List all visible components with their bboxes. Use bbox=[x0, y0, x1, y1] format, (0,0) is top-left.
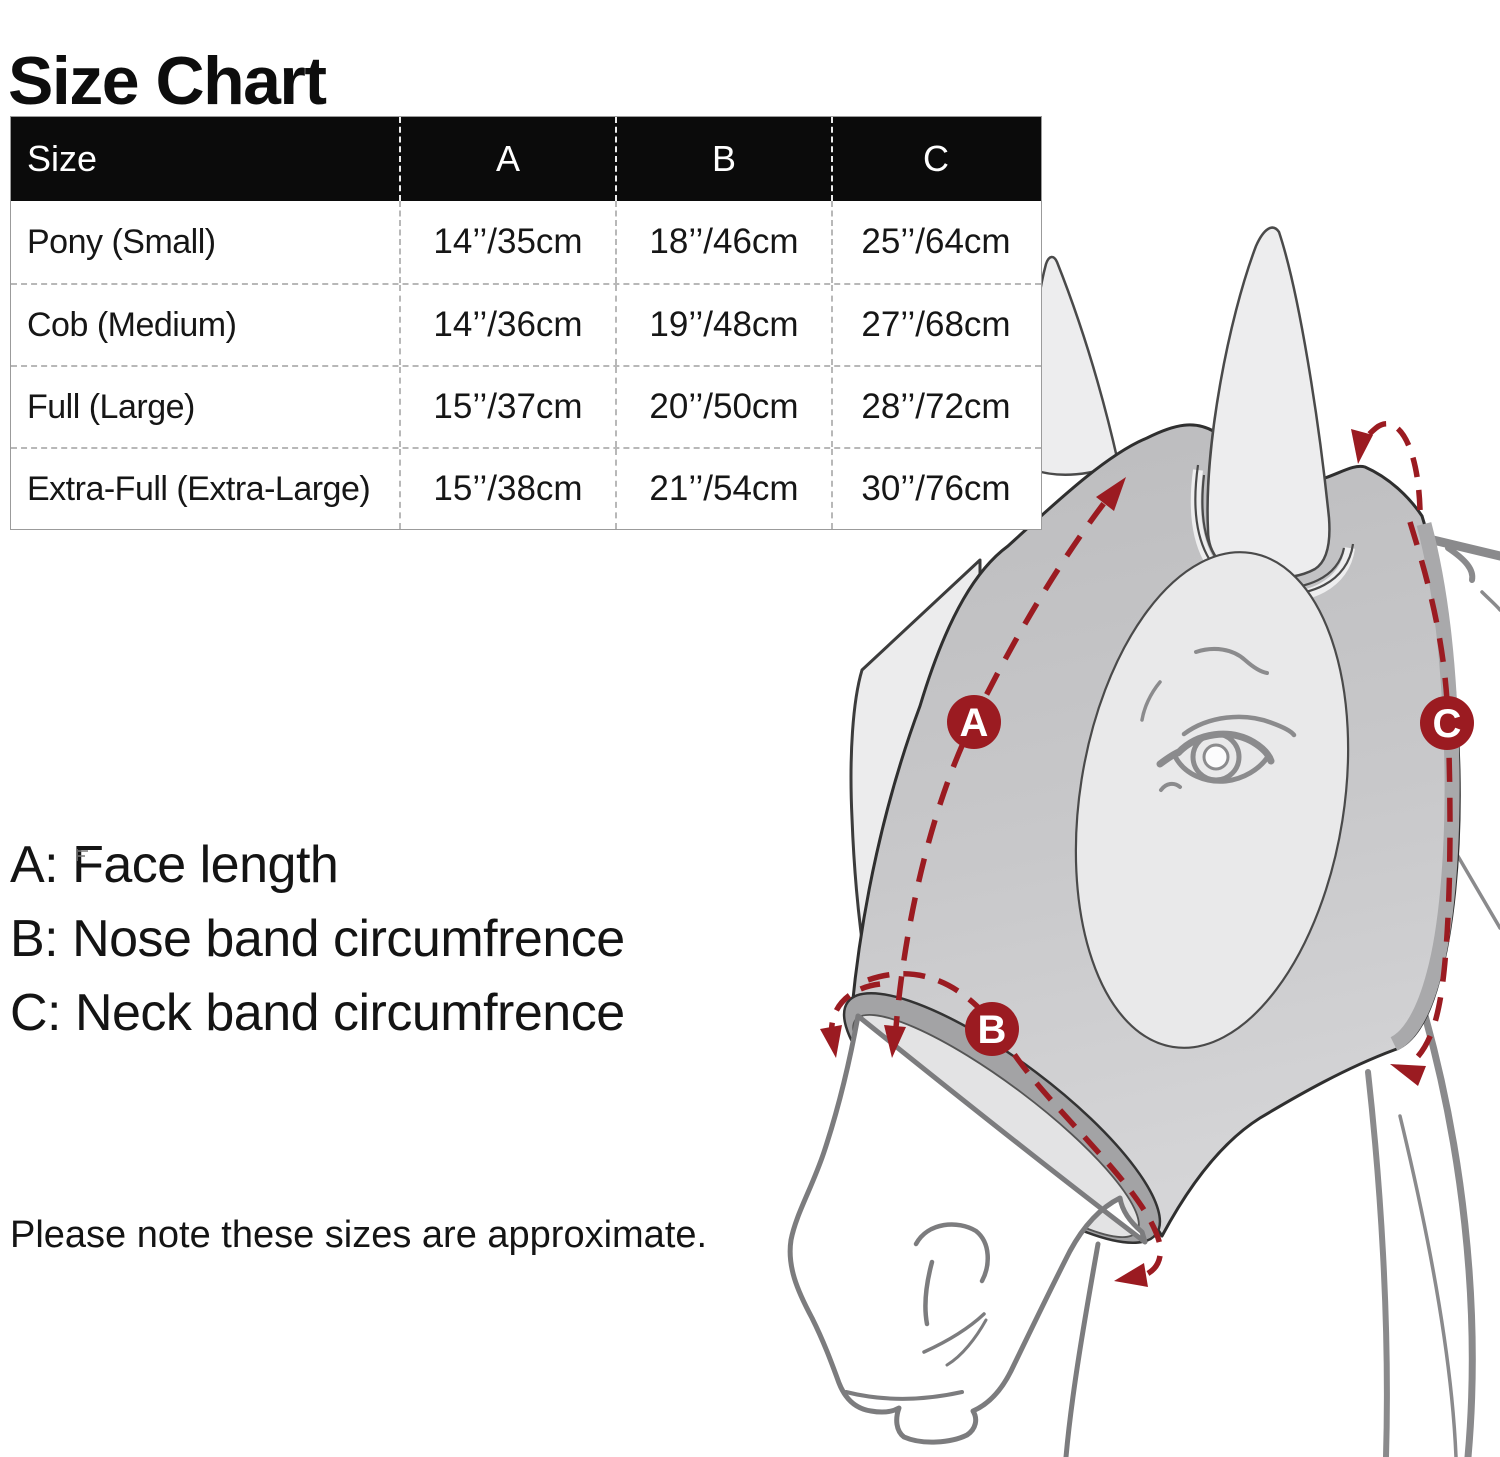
marker-b-badge bbox=[965, 1002, 1019, 1056]
legend-item-a: A: Face length bbox=[10, 836, 339, 894]
cell-size: Full (Large) bbox=[27, 387, 195, 426]
header-cell-b: B bbox=[615, 117, 831, 201]
marker-a-label: A bbox=[960, 701, 989, 745]
size-table: Size A B C Pony (Small) 14’’/35cm 18’’/4… bbox=[10, 116, 1042, 530]
table-row: Extra-Full (Extra-Large) 15’’/38cm 21’’/… bbox=[11, 447, 1041, 529]
nostril bbox=[913, 1222, 990, 1284]
arrow-a-bottom bbox=[884, 1025, 906, 1058]
horse-eye-sketch bbox=[1140, 646, 1297, 792]
header-cell-c: C bbox=[831, 117, 1039, 201]
approximate-sizes-note: Please note these sizes are approximate. bbox=[10, 1214, 708, 1256]
marker-b-label: B bbox=[978, 1008, 1007, 1052]
left-ear bbox=[1030, 255, 1120, 476]
header-cell-a: A bbox=[399, 117, 615, 201]
arrow-b-end bbox=[1114, 1263, 1148, 1287]
marker-c-label: C bbox=[1433, 702, 1462, 746]
arrow-b-loop bbox=[820, 1025, 842, 1058]
cell-c: 25’’/64cm bbox=[831, 201, 1039, 283]
cell-size: Pony (Small) bbox=[27, 222, 216, 261]
horse-muzzle bbox=[787, 1013, 1148, 1457]
legend-item-b: B: Nose band circumfrence bbox=[10, 910, 625, 968]
measurement-legend: A: Face length B: Nose band circumfrence… bbox=[10, 828, 625, 1050]
cell-c: 28’’/72cm bbox=[831, 367, 1039, 447]
measure-arch-c bbox=[1357, 421, 1423, 511]
measure-line-b bbox=[867, 971, 1164, 1282]
cell-b: 18’’/46cm bbox=[615, 201, 831, 283]
cell-b: 21’’/54cm bbox=[615, 449, 831, 529]
legend-item-c: C: Neck band circumfrence bbox=[10, 984, 625, 1042]
arrow-c-arch bbox=[1351, 429, 1373, 464]
cell-a: 14’’/36cm bbox=[399, 285, 615, 365]
cell-c: 30’’/76cm bbox=[831, 449, 1039, 529]
eye-panel bbox=[1074, 551, 1350, 1049]
marker-c-badge bbox=[1420, 696, 1474, 750]
table-row: Cob (Medium) 14’’/36cm 19’’/48cm 27’’/68… bbox=[11, 283, 1041, 365]
header-cell-size: Size bbox=[27, 138, 98, 179]
marker-a-badge bbox=[947, 695, 1001, 749]
cell-size: Extra-Full (Extra-Large) bbox=[27, 469, 371, 508]
measurement-arrowheads bbox=[820, 429, 1426, 1287]
cell-a: 15’’/37cm bbox=[399, 367, 615, 447]
jaw-line bbox=[1063, 1241, 1101, 1457]
cell-size: Cob (Medium) bbox=[27, 305, 237, 344]
arrow-a-top bbox=[1096, 477, 1126, 511]
right-ear bbox=[1206, 226, 1331, 580]
cell-b: 20’’/50cm bbox=[615, 367, 831, 447]
measure-line-c bbox=[1406, 521, 1453, 1069]
measurement-markers: A B C bbox=[947, 695, 1474, 1056]
cell-c: 27’’/68cm bbox=[831, 285, 1039, 365]
mouth-line bbox=[844, 1390, 964, 1401]
arrow-c-end bbox=[1390, 1064, 1426, 1086]
cell-a: 15’’/38cm bbox=[399, 449, 615, 529]
cell-b: 19’’/48cm bbox=[615, 285, 831, 365]
stray-cursor-artifact bbox=[76, 849, 88, 861]
page-title: Size Chart bbox=[8, 42, 327, 119]
table-row: Full (Large) 15’’/37cm 20’’/50cm 28’’/72… bbox=[11, 365, 1041, 447]
table-row: Pony (Small) 14’’/35cm 18’’/46cm 25’’/64… bbox=[11, 201, 1041, 283]
size-table-header: Size A B C bbox=[11, 117, 1041, 201]
cell-a: 14’’/35cm bbox=[399, 201, 615, 283]
